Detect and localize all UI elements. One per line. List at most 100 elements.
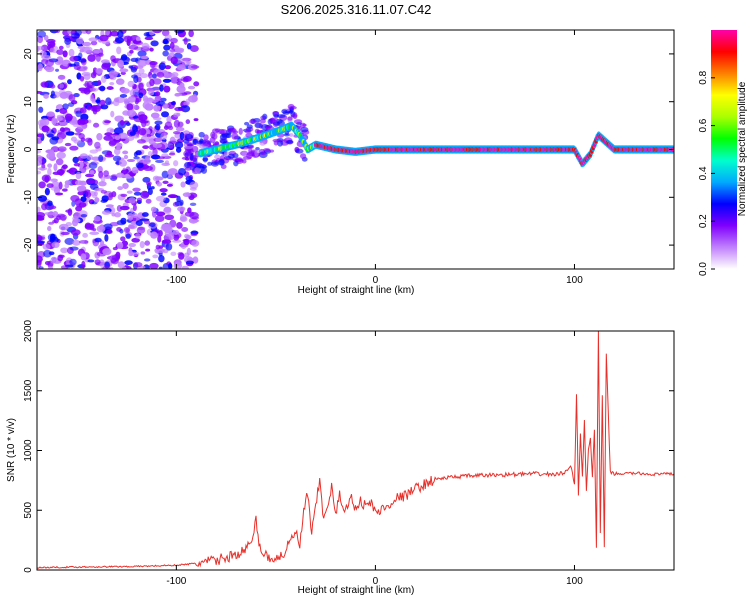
spectrogram-cell xyxy=(132,212,138,219)
spectrogram-cell xyxy=(161,170,169,179)
spectrogram-cell xyxy=(146,133,152,138)
spectrogram-cell xyxy=(220,164,227,170)
spectrogram-cell xyxy=(145,248,151,252)
spectrogram-cell xyxy=(120,217,127,225)
spectrogram-cell xyxy=(123,227,130,233)
spectrogram-cell xyxy=(108,192,114,198)
spectrogram-cell xyxy=(191,239,200,247)
spectrogram-cell xyxy=(173,130,181,135)
spectrogram-cell xyxy=(55,158,64,166)
spectrogram-cell xyxy=(37,215,45,221)
spectrogram-cell xyxy=(183,138,190,144)
spectrogram-cell xyxy=(104,132,113,137)
spectrogram-cell xyxy=(176,78,183,82)
spectrogram-cell xyxy=(60,247,69,254)
spectrogram-cell xyxy=(183,150,191,158)
spectrogram-cell xyxy=(109,30,120,37)
spectrogram-cell xyxy=(96,225,106,233)
spectrogram-cell xyxy=(94,197,100,203)
spectrogram-cell xyxy=(98,181,107,187)
spectrogram-cell xyxy=(117,30,124,39)
spectrogram-cell xyxy=(84,222,92,229)
spectrogram-cell xyxy=(184,166,192,171)
spectrogram-cell xyxy=(224,150,230,157)
spectrogram-cell xyxy=(158,229,163,237)
spectrogram-cell xyxy=(37,63,43,72)
spectrogram-cell xyxy=(127,212,134,221)
spectrogram-cell xyxy=(37,195,48,202)
spectrogram-cell xyxy=(177,121,184,128)
spectrogram-cell xyxy=(135,233,141,240)
spectrogram-cell xyxy=(75,171,82,180)
spectrogram-cell xyxy=(156,71,165,78)
spectrogram-cell xyxy=(37,133,43,138)
spectrogram-cell xyxy=(248,144,255,149)
spectrogram-cell xyxy=(138,92,144,99)
spectrogram-cell xyxy=(261,151,267,156)
spectrogram-cell xyxy=(295,148,304,154)
spectrogram-cell xyxy=(38,106,44,113)
spectrogram-cell xyxy=(56,116,63,122)
spectrogram-cell xyxy=(227,153,235,159)
spectrogram-cell xyxy=(166,115,172,124)
spectrogram-cell xyxy=(106,150,113,156)
spectrogram-x-label: Height of straight line (km) xyxy=(298,285,415,296)
spectrogram-cell xyxy=(176,221,183,229)
spectrogram-cell xyxy=(144,155,151,161)
spectrogram-cell xyxy=(190,65,200,69)
spectrogram-cell xyxy=(37,46,44,51)
spectrogram-cell xyxy=(109,81,115,86)
spectrogram-cell xyxy=(117,59,124,68)
spectrogram-cell xyxy=(68,48,75,57)
spectrogram-cell xyxy=(86,178,94,185)
spectrogram-cell xyxy=(161,162,171,167)
spectrogram-cell xyxy=(102,248,112,256)
spectrogram-cell xyxy=(77,190,85,196)
spectrogram-cell xyxy=(139,73,149,79)
spectrogram-cell xyxy=(150,112,160,119)
spectrogram-cell xyxy=(81,41,92,47)
spectrogram-cell xyxy=(37,154,43,161)
spectrogram-cell xyxy=(168,262,173,269)
spectrogram-cell xyxy=(210,161,220,167)
spectrogram-cell xyxy=(136,226,146,234)
spectrogram-cell xyxy=(262,113,268,120)
spectrogram-cell xyxy=(99,34,109,42)
snr-panel: -100 0 100 2000 1500 1000 500 0 Height of stra… xyxy=(6,319,675,596)
spectrogram-cell xyxy=(64,142,72,147)
y-tick-label: -20 xyxy=(23,237,34,252)
spectrogram-cell xyxy=(179,131,185,140)
spectrogram-cell xyxy=(191,94,198,102)
spectrogram-cell xyxy=(55,109,60,113)
spectrogram-cell xyxy=(80,137,86,142)
spectrogram-cell xyxy=(50,178,58,182)
spectrogram-cell xyxy=(184,134,194,140)
spectrogram-cell xyxy=(91,104,97,111)
spectrogram-cell xyxy=(69,56,79,62)
spectrogram-cell xyxy=(100,199,108,203)
spectrogram-cell xyxy=(177,64,186,71)
spectrogram-cell xyxy=(122,182,129,190)
spectrogram-cell xyxy=(184,161,192,168)
spectrogram-cell xyxy=(175,127,185,132)
y-tick-label: 0 xyxy=(23,146,34,152)
spectrogram-cell xyxy=(249,118,257,124)
spectrogram-cell xyxy=(115,78,125,85)
spectrogram-cell xyxy=(126,158,136,163)
spectrogram-cell xyxy=(300,126,309,133)
spectrogram-cell xyxy=(95,68,104,74)
spectrogram-cell xyxy=(276,114,286,119)
spectrogram-cell xyxy=(177,206,186,212)
spectrogram-cell xyxy=(182,238,190,243)
spectrogram-cell xyxy=(128,44,139,50)
spectrogram-cell xyxy=(272,138,282,143)
spectrogram-cell xyxy=(99,240,105,247)
spectrogram-cell xyxy=(149,47,154,52)
spectrogram-cell xyxy=(46,152,56,160)
spectrogram-cell xyxy=(202,139,211,146)
spectrogram-cell xyxy=(154,215,165,222)
spectrogram-cell xyxy=(39,118,50,127)
spectrogram-cell xyxy=(52,171,62,176)
spectrogram-cell xyxy=(62,50,68,58)
spectrogram-cell xyxy=(129,49,134,54)
